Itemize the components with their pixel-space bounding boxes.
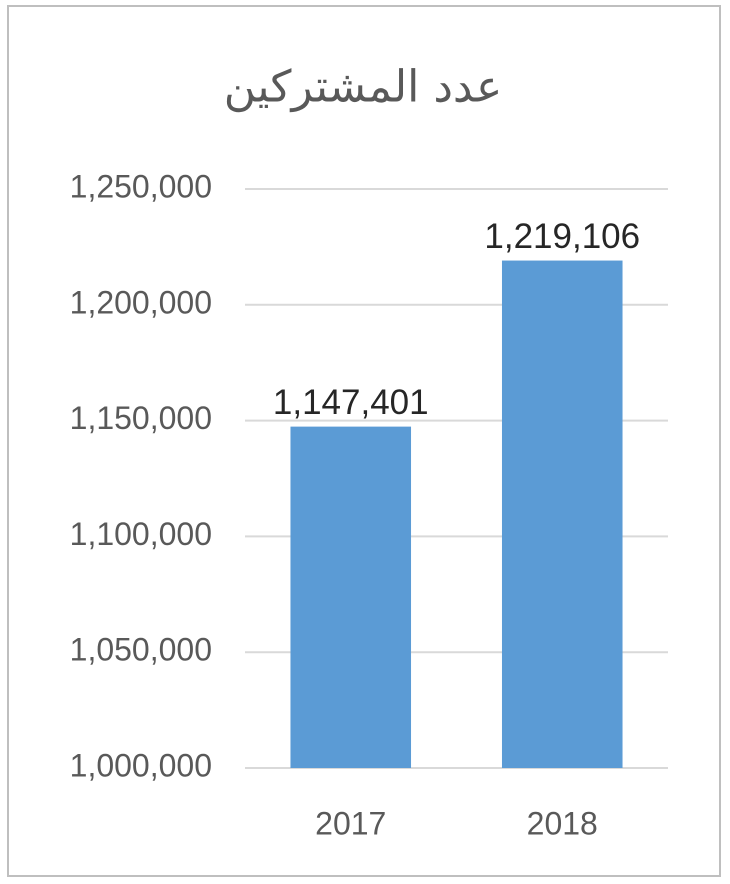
bar [501, 260, 623, 768]
x-tick-label: 2018 [527, 805, 598, 841]
bar [290, 426, 412, 768]
y-tick-label: 1,250,000 [70, 168, 212, 204]
value-label: 1,147,401 [273, 383, 429, 422]
value-label: 1,219,106 [484, 217, 640, 256]
y-tick-label: 1,150,000 [70, 400, 212, 436]
y-tick-label: 1,100,000 [70, 516, 212, 552]
y-tick-label: 1,050,000 [70, 632, 212, 668]
y-tick-label: 1,000,000 [70, 747, 212, 783]
x-tick-label: 2017 [315, 805, 386, 841]
chart-title: عدد المشتركين [224, 62, 503, 113]
y-tick-label: 1,200,000 [70, 284, 212, 320]
